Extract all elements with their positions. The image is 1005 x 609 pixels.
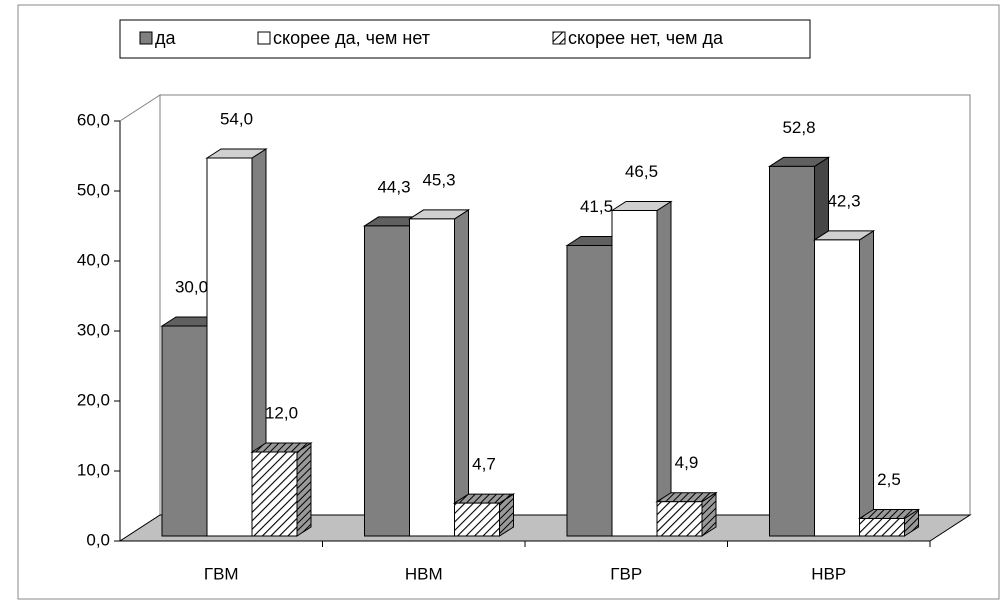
bar xyxy=(161,325,208,537)
legend-box xyxy=(119,19,811,59)
legend-label: скорее нет, чем да xyxy=(568,28,724,48)
bar-side xyxy=(859,229,874,537)
bar xyxy=(251,451,298,537)
data-label: 12,0 xyxy=(265,403,298,422)
bar-side xyxy=(296,442,312,537)
y-tick-label: 30,0 xyxy=(77,320,110,339)
x-tick-label: ГВР xyxy=(610,564,642,583)
data-label: 44,3 xyxy=(377,177,410,196)
side-wall xyxy=(119,94,161,542)
y-tick-label: 20,0 xyxy=(77,390,110,409)
y-tick-label: 50,0 xyxy=(77,180,110,199)
bar xyxy=(769,165,815,537)
legend-swatch xyxy=(139,31,153,45)
data-label: 4,9 xyxy=(675,453,699,472)
data-label: 52,8 xyxy=(782,118,815,137)
bar xyxy=(859,518,905,537)
bar xyxy=(566,245,613,537)
bar-side xyxy=(656,200,672,537)
y-tick-label: 60,0 xyxy=(77,110,110,129)
data-label: 4,7 xyxy=(472,455,496,474)
y-tick-label: 10,0 xyxy=(77,460,110,479)
y-tick-label: 0,0 xyxy=(86,530,110,549)
bar xyxy=(656,501,703,537)
y-tick-label: 40,0 xyxy=(77,250,110,269)
bar xyxy=(364,225,410,537)
x-tick-label: НВМ xyxy=(405,564,443,583)
data-label: 42,3 xyxy=(827,191,860,210)
data-label: 46,5 xyxy=(625,162,658,181)
bar xyxy=(814,239,860,537)
bar xyxy=(409,218,455,537)
data-label: 30,0 xyxy=(175,277,208,296)
legend-swatch xyxy=(257,31,271,45)
data-label: 45,3 xyxy=(422,170,455,189)
data-label: 54,0 xyxy=(220,109,253,128)
x-tick-label: НВР xyxy=(811,564,846,583)
legend-swatch xyxy=(552,31,566,45)
bar xyxy=(206,157,253,537)
data-label: 2,5 xyxy=(877,470,901,489)
bar xyxy=(611,210,658,537)
bar-side xyxy=(454,208,469,537)
x-tick-label: ГВМ xyxy=(204,564,239,583)
bar xyxy=(454,502,500,537)
data-label: 41,5 xyxy=(580,197,613,216)
legend-label: скорее да, чем нет xyxy=(273,28,430,48)
legend-label: да xyxy=(155,28,177,48)
